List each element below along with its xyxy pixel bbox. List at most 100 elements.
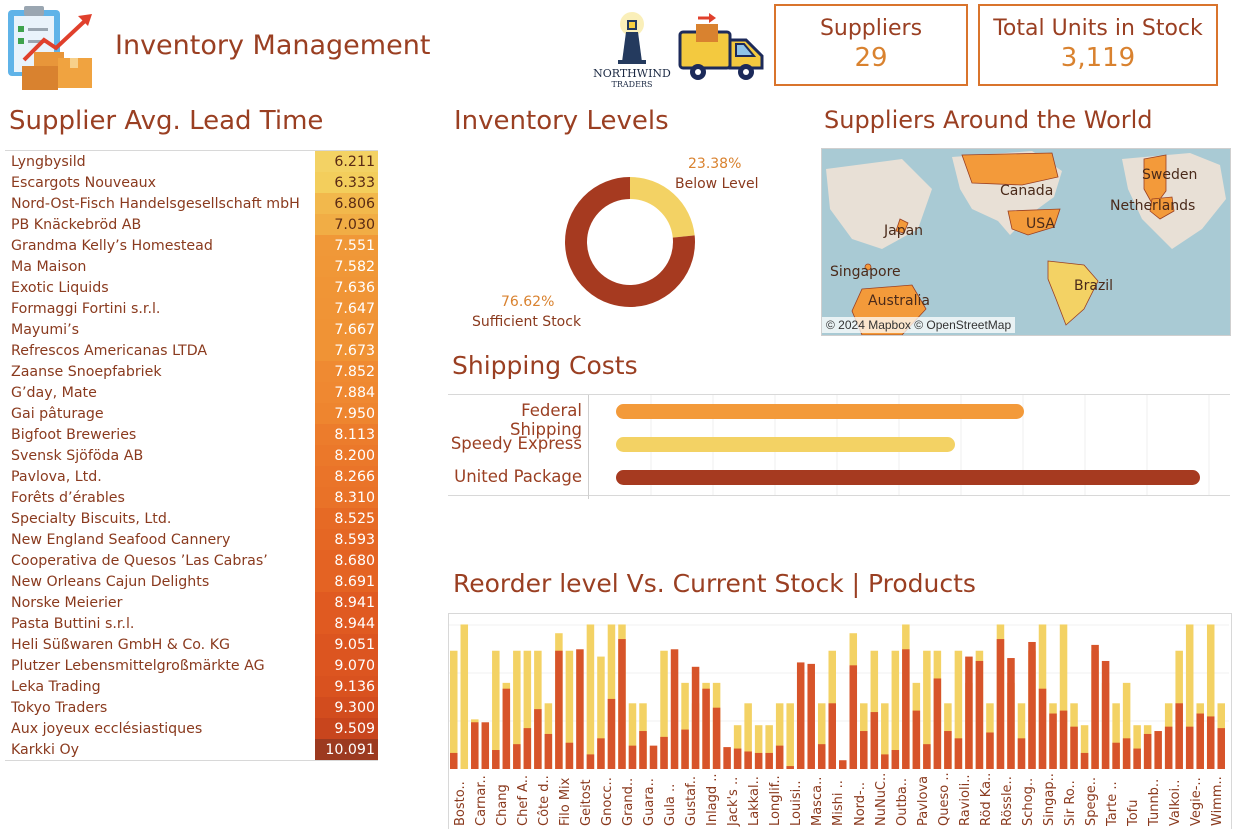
current-stock-bar[interactable] (954, 738, 963, 769)
reorder-level-bar[interactable] (891, 650, 900, 769)
current-stock-bar[interactable] (513, 744, 521, 769)
lead-time-row[interactable]: Escargots Nouveaux 6.333 (5, 172, 378, 193)
lead-time-row[interactable]: Aux joyeux ecclésiastiques 9.509 (5, 718, 378, 739)
current-stock-bar[interactable] (891, 750, 900, 769)
reorder-level-bar[interactable] (586, 624, 595, 769)
lead-time-row[interactable]: Lyngbysild 6.211 (5, 151, 378, 172)
current-stock-bar[interactable] (923, 744, 931, 769)
current-stock-bar[interactable] (975, 660, 984, 769)
current-stock-bar[interactable] (649, 745, 658, 769)
current-stock-bar[interactable] (628, 745, 637, 769)
lead-time-row[interactable]: PB Knäckebröd AB 7.030 (5, 214, 378, 235)
lead-time-row[interactable]: Tokyo Traders 9.300 (5, 697, 378, 718)
current-stock-bar[interactable] (1112, 742, 1120, 769)
lead-time-row[interactable]: G’day, Mate 7.884 (5, 382, 378, 403)
reorder-level-bar[interactable] (1122, 682, 1131, 769)
reorder-level-bar[interactable] (754, 725, 763, 769)
current-stock-bar[interactable] (691, 666, 700, 769)
current-stock-bar[interactable] (944, 731, 952, 769)
reorder-level-bar[interactable] (870, 650, 879, 769)
reorder-level-bar[interactable] (492, 650, 500, 769)
lead-time-row[interactable]: Norske Meierier 8.941 (5, 592, 378, 613)
lead-time-row[interactable]: Refrescos Americanas LTDA 7.673 (5, 340, 378, 361)
current-stock-bar[interactable] (702, 688, 710, 769)
reorder-level-bar[interactable] (597, 656, 605, 769)
reorder-level-bar[interactable] (450, 650, 458, 769)
current-stock-bar[interactable] (471, 722, 479, 769)
lead-time-row[interactable]: Leka Trading 9.136 (5, 676, 378, 697)
reorder-level-bar[interactable] (607, 624, 616, 769)
current-stock-bar[interactable] (817, 744, 826, 769)
reorder-level-bar[interactable] (881, 703, 889, 769)
reorder-level-bar[interactable] (681, 682, 689, 769)
current-stock-bar[interactable] (607, 698, 616, 769)
lead-time-row[interactable]: Karkki Oy 10.091 (5, 739, 378, 760)
current-stock-bar[interactable] (733, 748, 742, 769)
current-stock-bar[interactable] (544, 733, 553, 769)
current-stock-bar[interactable] (1070, 726, 1078, 769)
reorder-level-bar[interactable] (1206, 624, 1215, 769)
current-stock-bar[interactable] (1206, 716, 1215, 769)
current-stock-bar[interactable] (1059, 710, 1068, 769)
lead-time-row[interactable]: Specialty Biscuits, Ltd. 8.525 (5, 508, 378, 529)
reorder-level-bar[interactable] (1185, 624, 1194, 769)
reorder-level-bar[interactable] (1112, 703, 1120, 769)
current-stock-bar[interactable] (849, 665, 858, 769)
current-stock-bar[interactable] (786, 766, 794, 769)
lead-time-row[interactable]: Forêts d’érables 8.310 (5, 487, 378, 508)
reorder-level-bar[interactable] (733, 725, 742, 769)
reorder-level-bar[interactable] (786, 703, 794, 769)
lead-time-row[interactable]: New England Seafood Cannery 8.593 (5, 529, 378, 550)
current-stock-bar[interactable] (1133, 748, 1141, 769)
current-stock-bar[interactable] (555, 650, 563, 769)
current-stock-bar[interactable] (775, 745, 784, 769)
lead-time-row[interactable]: Gai pâturage 7.950 (5, 403, 378, 424)
current-stock-bar[interactable] (986, 732, 994, 770)
current-stock-bar[interactable] (828, 703, 836, 769)
reorder-level-bar[interactable] (565, 650, 574, 769)
current-stock-bar[interactable] (1017, 738, 1026, 769)
current-stock-bar[interactable] (1185, 726, 1194, 769)
reorder-level-bar[interactable] (1080, 725, 1089, 769)
reorder-level-bar[interactable] (460, 624, 469, 769)
lead-time-row[interactable]: Zaanse Snoepfabriek 7.852 (5, 361, 378, 382)
reorder-level-bar[interactable] (775, 703, 784, 769)
reorder-level-bar[interactable] (523, 650, 532, 769)
current-stock-bar[interactable] (881, 754, 889, 769)
current-stock-bar[interactable] (576, 649, 584, 769)
current-stock-bar[interactable] (996, 639, 1005, 769)
current-stock-bar[interactable] (534, 709, 542, 769)
current-stock-bar[interactable] (1154, 731, 1162, 769)
lead-time-row[interactable]: Formaggi Fortini s.r.l. 7.647 (5, 298, 378, 319)
lead-time-row[interactable]: Bigfoot Breweries 8.113 (5, 424, 378, 445)
current-stock-bar[interactable] (912, 710, 921, 769)
shipping-bar[interactable] (616, 404, 1024, 419)
map-attribution[interactable]: © 2024 Mapbox © OpenStreetMap (822, 317, 1016, 333)
current-stock-bar[interactable] (1049, 713, 1057, 769)
lead-time-row[interactable]: Mayumi’s 7.667 (5, 319, 378, 340)
lead-time-row[interactable]: Exotic Liquids 7.636 (5, 277, 378, 298)
lead-time-row[interactable]: Cooperativa de Quesos ’Las Cabras’ 8.680 (5, 550, 378, 571)
reorder-level-bar[interactable] (1017, 703, 1026, 769)
lead-time-row[interactable]: Plutzer Lebensmittelgroßmärkte AG 9.070 (5, 655, 378, 676)
reorder-level-bar[interactable] (923, 650, 931, 769)
current-stock-bar[interactable] (933, 678, 942, 769)
lead-time-row[interactable]: Pasta Buttini s.r.l. 8.944 (5, 613, 378, 634)
world-map-canvas[interactable] (822, 149, 1230, 335)
current-stock-bar[interactable] (1038, 688, 1047, 769)
current-stock-bar[interactable] (597, 738, 605, 769)
reorder-level-bar[interactable] (765, 725, 773, 769)
reorder-level-bar[interactable] (954, 650, 963, 769)
current-stock-bar[interactable] (1164, 726, 1173, 769)
shipping-bar[interactable] (616, 470, 1200, 485)
current-stock-bar[interactable] (1007, 658, 1015, 769)
current-stock-bar[interactable] (502, 688, 511, 769)
current-stock-bar[interactable] (723, 747, 731, 769)
world-map[interactable]: Canada USA Japan Singapore Australia Bra… (821, 148, 1231, 336)
current-stock-bar[interactable] (1143, 733, 1152, 769)
reorder-level-bar[interactable] (817, 703, 826, 769)
current-stock-bar[interactable] (618, 639, 626, 769)
current-stock-bar[interactable] (492, 750, 500, 769)
current-stock-bar[interactable] (796, 662, 805, 769)
lead-time-row[interactable]: Heli Süßwaren GmbH & Co. KG 9.051 (5, 634, 378, 655)
